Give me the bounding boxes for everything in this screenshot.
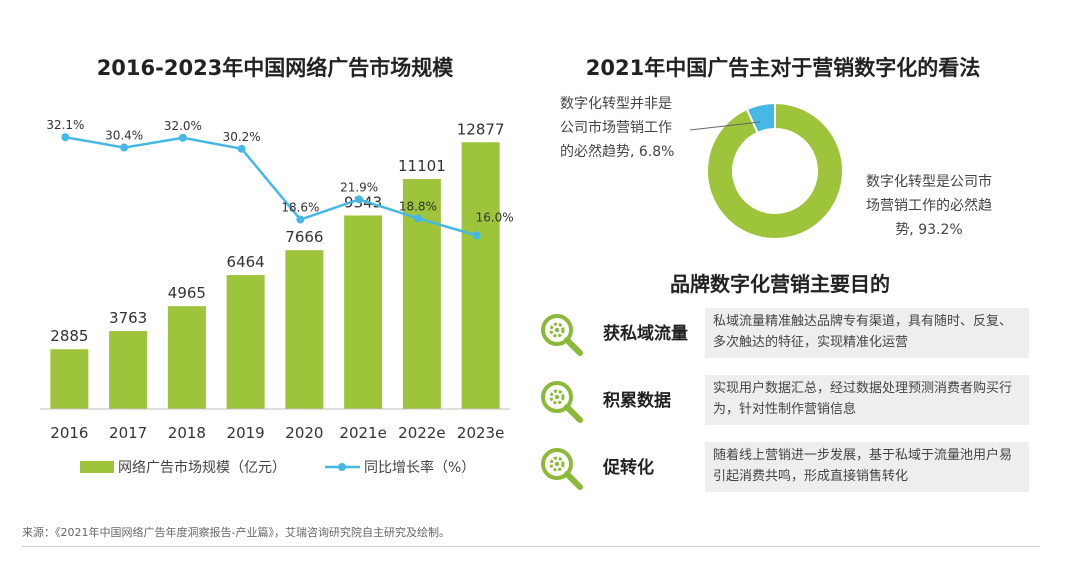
growth-rate-point — [472, 231, 481, 240]
purpose-description: 随着线上营销进一步发展，基于私域于流量池用户易引起消费共鸣，形成直接销售转化 — [705, 442, 1029, 492]
bar-2021e — [344, 215, 383, 409]
bar-value-label: 2885 — [50, 327, 88, 345]
donut-label-minor-line: 数字化转型并非是 — [560, 96, 672, 112]
bottom-divider — [22, 546, 1040, 547]
growth-rate-point — [296, 215, 305, 224]
growth-rate-point — [178, 133, 187, 142]
purpose-description: 实现用户数据汇总，经过数据处理预测消费者购买行为，针对性制作营销信息 — [705, 375, 1029, 425]
growth-rate-point — [413, 214, 422, 223]
donut-leader-line — [690, 121, 761, 131]
donut-label-major-line: 场营销工作的必然趋 — [866, 198, 992, 214]
purpose-name: 积累数据 — [603, 391, 671, 411]
bar-2018 — [167, 306, 206, 409]
x-tick-label: 2021e — [339, 424, 386, 442]
donut-label-minor-line: 公司市场营销工作 — [560, 120, 672, 136]
chart-legend: 网络广告市场规模（亿元） 同比增长率（%） — [80, 459, 475, 476]
x-tick-label: 2017 — [109, 424, 147, 442]
donut-label-minor-line: 的必然趋势, 6.8% — [560, 144, 675, 160]
purpose-name: 获私域流量 — [603, 324, 688, 344]
digitalization-donut-chart — [706, 101, 844, 240]
legend-line-marker — [338, 463, 346, 471]
gear-magnifier-icon — [541, 448, 583, 490]
bar-2016 — [50, 349, 89, 409]
donut-slice — [706, 101, 844, 240]
bar-value-label: 9343 — [344, 193, 382, 211]
growth-rate-label: 32.1% — [46, 118, 84, 132]
growth-rate-label: 30.2% — [223, 130, 261, 144]
donut-label-minor: 数字化转型并非是 公司市场营销工作 的必然趋势, 6.8% — [560, 92, 674, 164]
growth-rate-line — [65, 135, 477, 237]
legend-bar-label: 网络广告市场规模（亿元） — [118, 459, 286, 476]
gear-magnifier-icon — [541, 314, 583, 356]
bar-2017 — [109, 331, 148, 409]
x-tick-label: 2016 — [50, 424, 88, 442]
bar-value-label: 4965 — [168, 284, 206, 302]
donut-label-major-line: 势, 93.2% — [895, 222, 963, 238]
purpose-item-conversion: 促转化 随着线上营销进一步发展，基于私域于流量池用户易引起消费共鸣，形成直接销售… — [537, 440, 1037, 496]
chart-title-digitalization-view: 2021年中国广告主对于营销数字化的看法 — [585, 56, 981, 80]
purpose-description: 私域流量精准触达品牌专有渠道，具有随时、反复、多次触达的特征，实现精准化运营 — [705, 308, 1029, 358]
market-size-chart: 2885 3763 4965 6464 7666 9343 11101 12877 2016 2… — [40, 118, 514, 476]
growth-rate-point — [120, 143, 129, 152]
legend-line-label: 同比增长率（%） — [364, 459, 475, 476]
x-tick-label: 2023e — [457, 424, 504, 442]
growth-rate-point — [61, 133, 70, 142]
donut-label-major-line: 数字化转型是公司市 — [866, 174, 992, 190]
bar-value-label: 11101 — [398, 157, 446, 175]
purpose-name: 促转化 — [603, 458, 654, 478]
bar-2023e — [461, 142, 500, 409]
bar-2020 — [285, 250, 324, 409]
x-tick-label: 2019 — [227, 424, 265, 442]
bar-value-label: 7666 — [285, 228, 323, 246]
growth-rate-label: 30.4% — [105, 129, 143, 143]
growth-rate-point — [355, 195, 364, 204]
bar-value-label: 6464 — [227, 253, 265, 271]
growth-rate-label: 32.0% — [164, 119, 202, 133]
source-note: 来源：《2021年中国网络广告年度洞察报告-产业篇》，艾瑞咨询研究院自主研究及绘… — [22, 526, 450, 539]
bar-value-label: 3763 — [109, 309, 147, 327]
purpose-item-accumulate-data: 积累数据 实现用户数据汇总，经过数据处理预测消费者购买行为，针对性制作营销信息 — [537, 373, 1037, 429]
bar-value-label: 12877 — [457, 120, 505, 138]
gear-magnifier-icon — [541, 381, 583, 423]
bar-2022e — [402, 179, 441, 409]
purposes-title: 品牌数字化营销主要目的 — [670, 272, 890, 296]
growth-rate-label: 18.6% — [281, 201, 319, 215]
legend-bar-swatch — [80, 461, 114, 473]
bar-2019 — [226, 275, 265, 409]
x-tick-label: 2018 — [168, 424, 206, 442]
growth-rate-label: 18.8% — [399, 199, 437, 213]
growth-rate-label: 21.9% — [340, 180, 378, 194]
growth-rate-label: 16.0% — [476, 210, 514, 224]
x-tick-label: 2022e — [398, 424, 445, 442]
x-tick-label: 2020 — [285, 424, 323, 442]
chart-title-market-size: 2016-2023年中国网络广告市场规模 — [96, 56, 454, 80]
donut-label-major: 数字化转型是公司市 场营销工作的必然趋 势, 93.2% — [866, 170, 992, 242]
purpose-item-private-traffic: 获私域流量 私域流量精准触达品牌专有渠道，具有随时、反复、多次触达的特征，实现精… — [537, 306, 1037, 362]
growth-rate-point — [237, 144, 246, 153]
